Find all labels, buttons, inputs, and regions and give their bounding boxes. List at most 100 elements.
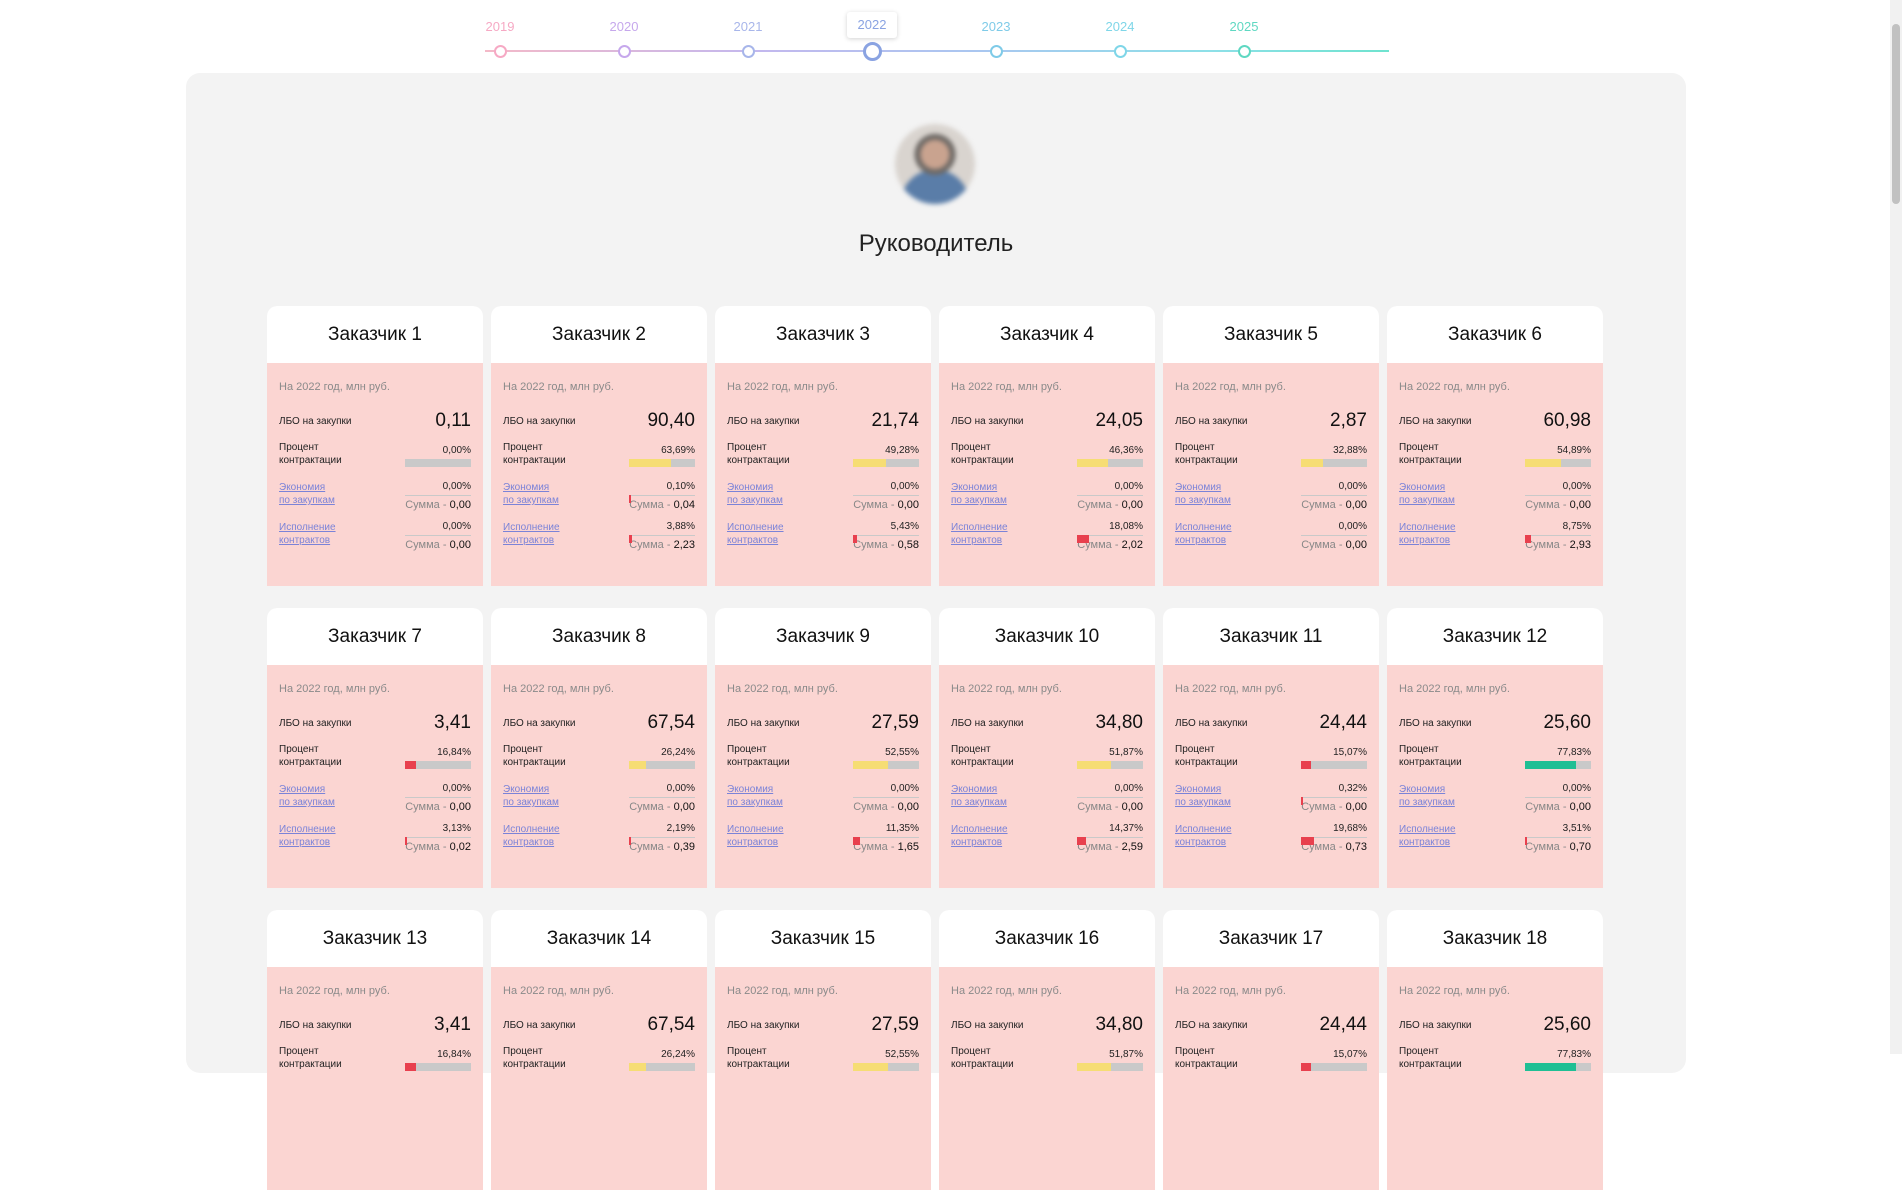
economy-link-label[interactable]: Экономия по закупкам (279, 481, 349, 511)
execution-link-label[interactable]: Исполнение контрактов (503, 823, 573, 853)
period-label: На 2022 год, млн руб. (279, 985, 390, 997)
execution-link-label[interactable]: Исполнение контрактов (727, 521, 797, 551)
customer-card[interactable]: Заказчик 16 На 2022 год, млн руб. ЛБО на з… (939, 910, 1155, 1190)
contract-percent: Процент контрактации 52,55% (727, 743, 919, 773)
contract-percent-value: 15,07% (1299, 1045, 1367, 1075)
economy-link-label[interactable]: Экономия по закупкам (1175, 783, 1245, 813)
customer-name[interactable]: Заказчик 8 (491, 608, 707, 665)
customer-name[interactable]: Заказчик 11 (1163, 608, 1379, 665)
execution-link-label[interactable]: Исполнение контрактов (279, 823, 349, 853)
execution-link-label[interactable]: Исполнение контрактов (1175, 521, 1245, 551)
customer-name[interactable]: Заказчик 3 (715, 306, 931, 363)
label-line: по закупкам (1399, 797, 1455, 808)
economy-link-label[interactable]: Экономия по закупкам (951, 481, 1021, 511)
customer-card[interactable]: Заказчик 5 На 2022 год, млн руб. ЛБО на за… (1163, 306, 1379, 586)
execution-link-label[interactable]: Исполнение контрактов (1399, 521, 1469, 551)
contract-percent-value: 63,69% (627, 441, 695, 471)
execution-link-label[interactable]: Исполнение контрактов (503, 521, 573, 551)
customer-name[interactable]: Заказчик 2 (491, 306, 707, 363)
progress-bar-fill (405, 761, 417, 769)
contract-percent-value: 26,24% (627, 1045, 695, 1075)
economy-link-label[interactable]: Экономия по закупкам (727, 783, 797, 813)
percent-value: 3,88% (666, 521, 695, 532)
timeline-dot[interactable] (742, 45, 755, 58)
customer-name[interactable]: Заказчик 14 (491, 910, 707, 967)
lbo-label: ЛБО на закупки (727, 1019, 800, 1031)
customer-card-body: На 2022 год, млн руб. ЛБО на закупки 67,54… (491, 665, 707, 888)
percent-value: 0,00% (1338, 521, 1367, 532)
contract-percent: Процент контрактации 77,83% (1399, 1045, 1591, 1075)
percent-value: 0,00% (1562, 481, 1591, 492)
customer-card-body: На 2022 год, млн руб. ЛБО на закупки 24,05… (939, 363, 1155, 586)
lbo-row: ЛБО на закупки 27,59 (727, 709, 919, 737)
customer-name[interactable]: Заказчик 16 (939, 910, 1155, 967)
customer-name[interactable]: Заказчик 7 (267, 608, 483, 665)
scrollbar-thumb[interactable] (1892, 24, 1900, 204)
sum-text: Сумма - 0,00 (405, 539, 471, 551)
economy-link-label[interactable]: Экономия по закупкам (1399, 783, 1469, 813)
contract-percent: Процент контрактации 15,07% (1175, 1045, 1367, 1075)
customer-card[interactable]: Заказчик 14 На 2022 год, млн руб. ЛБО на з… (491, 910, 707, 1190)
customer-card[interactable]: Заказчик 17 На 2022 год, млн руб. ЛБО на з… (1163, 910, 1379, 1190)
customer-card[interactable]: Заказчик 8 На 2022 год, млн руб. ЛБО на за… (491, 608, 707, 888)
economy-link-label[interactable]: Экономия по закупкам (503, 481, 573, 511)
customer-name[interactable]: Заказчик 17 (1163, 910, 1379, 967)
customer-name[interactable]: Заказчик 13 (267, 910, 483, 967)
customer-name[interactable]: Заказчик 4 (939, 306, 1155, 363)
customer-name[interactable]: Заказчик 9 (715, 608, 931, 665)
sum-prefix: Сумма - (1525, 841, 1570, 853)
customer-name[interactable]: Заказчик 1 (267, 306, 483, 363)
customer-card[interactable]: Заказчик 4 На 2022 год, млн руб. ЛБО на за… (939, 306, 1155, 586)
progress-bar-fill (853, 459, 886, 467)
economy-link-label[interactable]: Экономия по закупкам (727, 481, 797, 511)
customer-card[interactable]: Заказчик 13 На 2022 год, млн руб. ЛБО на з… (267, 910, 483, 1190)
customer-name[interactable]: Заказчик 12 (1387, 608, 1603, 665)
economy-link-label[interactable]: Экономия по закупкам (951, 783, 1021, 813)
customer-card[interactable]: Заказчик 6 На 2022 год, млн руб. ЛБО на за… (1387, 306, 1603, 586)
timeline-dot[interactable] (1238, 45, 1251, 58)
customer-name[interactable]: Заказчик 18 (1387, 910, 1603, 967)
customer-card[interactable]: Заказчик 10 На 2022 год, млн руб. ЛБО на з… (939, 608, 1155, 888)
execution-link-label[interactable]: Исполнение контрактов (951, 521, 1021, 551)
customer-card[interactable]: Заказчик 15 На 2022 год, млн руб. ЛБО на з… (715, 910, 931, 1190)
customer-name[interactable]: Заказчик 5 (1163, 306, 1379, 363)
progress-bar-fill (853, 535, 857, 543)
scrollbar[interactable] (1890, 0, 1902, 1054)
label-line: Исполнение (951, 824, 1008, 835)
execution-link-label[interactable]: Исполнение контрактов (1399, 823, 1469, 853)
customer-card-body: На 2022 год, млн руб. ЛБО на закупки 67,54… (491, 967, 707, 1190)
customer-name[interactable]: Заказчик 10 (939, 608, 1155, 665)
contract-percent-value: 15,07% (1299, 743, 1367, 773)
lbo-value: 34,80 (1095, 1014, 1143, 1035)
timeline-dot[interactable] (990, 45, 1003, 58)
economy-link-label[interactable]: Экономия по закупкам (279, 783, 349, 813)
economy-link-label[interactable]: Экономия по закупкам (503, 783, 573, 813)
execution-link-label[interactable]: Исполнение контрактов (1175, 823, 1245, 853)
customer-name[interactable]: Заказчик 15 (715, 910, 931, 967)
execution-link-value: 3,51% Сумма - 0,70 (1523, 823, 1591, 853)
customer-card-body: На 2022 год, млн руб. ЛБО на закупки 24,44… (1163, 967, 1379, 1190)
timeline-dot[interactable] (494, 45, 507, 58)
customer-card[interactable]: Заказчик 18 На 2022 год, млн руб. ЛБО на з… (1387, 910, 1603, 1190)
period-label: На 2022 год, млн руб. (1175, 985, 1286, 997)
execution-link-label[interactable]: Исполнение контрактов (727, 823, 797, 853)
execution-link-label[interactable]: Исполнение контрактов (951, 823, 1021, 853)
economy-link-label[interactable]: Экономия по закупкам (1175, 481, 1245, 511)
timeline-dot[interactable] (863, 42, 882, 61)
progress-bar-fill (629, 495, 631, 503)
timeline-dot[interactable] (1114, 45, 1127, 58)
customer-card[interactable]: Заказчик 7 На 2022 год, млн руб. ЛБО на за… (267, 608, 483, 888)
customer-name[interactable]: Заказчик 6 (1387, 306, 1603, 363)
customer-card[interactable]: Заказчик 3 На 2022 год, млн руб. ЛБО на за… (715, 306, 931, 586)
label-line: контрактов (1399, 535, 1451, 546)
execution-link-label[interactable]: Исполнение контрактов (279, 521, 349, 551)
customer-card[interactable]: Заказчик 2 На 2022 год, млн руб. ЛБО на за… (491, 306, 707, 586)
customer-card[interactable]: Заказчик 9 На 2022 год, млн руб. ЛБО на за… (715, 608, 931, 888)
label-line: контрактации (1399, 1059, 1462, 1070)
customer-card[interactable]: Заказчик 1 На 2022 год, млн руб. ЛБО на за… (267, 306, 483, 586)
economy-link-label[interactable]: Экономия по закупкам (1399, 481, 1469, 511)
timeline-dot[interactable] (618, 45, 631, 58)
sum-prefix: Сумма - (405, 841, 450, 853)
customer-card[interactable]: Заказчик 11 На 2022 год, млн руб. ЛБО на з… (1163, 608, 1379, 888)
customer-card[interactable]: Заказчик 12 На 2022 год, млн руб. ЛБО на з… (1387, 608, 1603, 888)
